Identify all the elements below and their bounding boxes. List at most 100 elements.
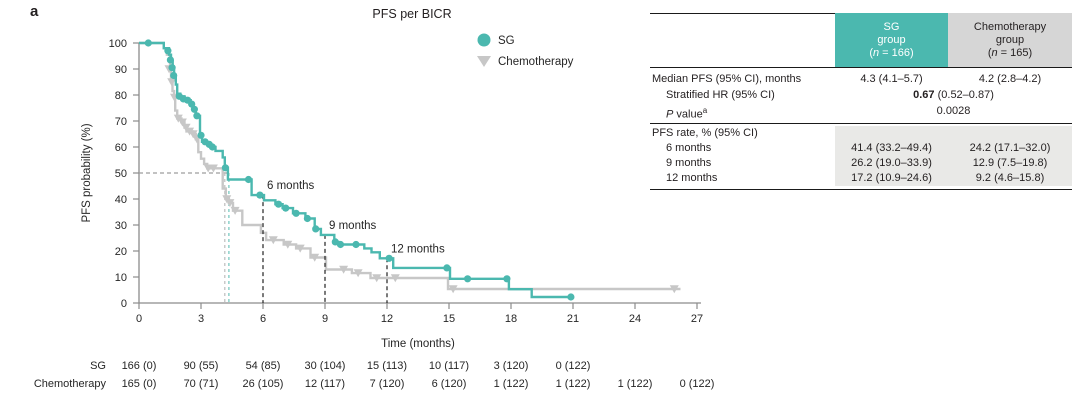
censor-mark-circle bbox=[197, 131, 205, 139]
x-tick-label: 0 bbox=[136, 313, 142, 325]
landmark-label: 6 months bbox=[267, 180, 315, 192]
km-curve-chemotherapy bbox=[139, 41, 681, 294]
landmark-label: 9 months bbox=[329, 220, 377, 232]
pfs-rate-block: PFS rate, % (95% CI) 6 months 41.4 (33.2… bbox=[650, 124, 1072, 190]
y-tick-label: 10 bbox=[115, 272, 127, 284]
rate-6mo-sg: 41.4 (33.2–49.4) bbox=[851, 142, 932, 154]
x-tick-label: 21 bbox=[567, 313, 579, 325]
censor-mark-circle bbox=[193, 112, 201, 120]
censor-mark-circle bbox=[164, 47, 172, 55]
axes: 0 10 20 30 40 50 60 70 80 90 100 0 3 6 9 12 15 18 21 24 27 Ti… bbox=[81, 38, 703, 350]
legend-label: SG bbox=[498, 35, 515, 47]
legend: SG Chemotherapy bbox=[477, 33, 574, 68]
risk-count: 1 (122) bbox=[494, 378, 529, 390]
sg-group-name: SG bbox=[883, 20, 900, 33]
risk-count: 12 (117) bbox=[305, 378, 345, 390]
risk-count: 70 (71) bbox=[184, 378, 219, 390]
risk-count: 1 (122) bbox=[618, 378, 653, 390]
censor-mark-circle bbox=[385, 254, 393, 262]
y-tick-label: 60 bbox=[115, 142, 127, 154]
chemotherapy-group-n: (n = 165) bbox=[987, 46, 1033, 59]
censor-mark-triangle bbox=[448, 285, 458, 294]
pfs-rate-12mo-row: 12 months 17.2 (10.9–24.6) 9.2 (4.6–15.8… bbox=[650, 171, 1072, 186]
pfs-rate-section-row: PFS rate, % (95% CI) bbox=[650, 126, 1072, 141]
rate-12mo-sg: 17.2 (10.9–24.6) bbox=[851, 172, 932, 184]
x-tick-label: 12 bbox=[381, 313, 393, 325]
median-pfs-label: Median PFS (95% CI), months bbox=[652, 73, 802, 85]
censor-mark-circle bbox=[464, 275, 472, 283]
x-tick-label: 15 bbox=[443, 313, 455, 325]
censor-mark-triangle bbox=[230, 206, 240, 215]
x-axis-label: Time (months) bbox=[381, 338, 455, 350]
risk-count: 165 (0) bbox=[122, 378, 157, 390]
censor-mark-triangle bbox=[188, 130, 198, 139]
panel-label: a bbox=[30, 3, 39, 20]
risk-count: 6 (120) bbox=[432, 378, 467, 390]
censor-mark-circle bbox=[190, 105, 198, 113]
y-tick-label: 70 bbox=[115, 116, 127, 128]
y-axis-label: PFS probability (%) bbox=[81, 123, 93, 222]
censor-mark-circle bbox=[352, 240, 360, 249]
pfs-rate-9mo-row: 9 months 26.2 (19.0–33.9) 12.9 (7.5–19.8… bbox=[650, 156, 1072, 171]
censor-mark-triangle bbox=[177, 118, 187, 127]
reference-lines bbox=[139, 172, 230, 303]
rate-9mo-sg: 26.2 (19.0–33.9) bbox=[851, 157, 932, 169]
header-spacer bbox=[650, 13, 835, 67]
censor-mark-triangle bbox=[390, 274, 400, 283]
y-tick-label: 50 bbox=[115, 168, 127, 180]
censor-mark-triangle bbox=[310, 253, 320, 262]
landmark-label: 12 months bbox=[391, 243, 445, 255]
p-value-value: 0.0028 bbox=[936, 105, 971, 117]
risk-count: 1 (122) bbox=[556, 378, 591, 390]
rate-9mo-chemo: 12.9 (7.5–19.8) bbox=[972, 157, 1048, 169]
censor-mark-circle bbox=[282, 204, 290, 212]
censor-mark-triangle bbox=[353, 269, 363, 278]
y-tick-label: 20 bbox=[115, 246, 127, 258]
censor-mark-circle bbox=[244, 175, 253, 184]
kaplan-meier-plot: 0 10 20 30 40 50 60 70 80 90 100 0 3 6 9 12 15 18 21 24 27 Ti… bbox=[34, 33, 714, 390]
risk-count: 30 (104) bbox=[305, 360, 346, 372]
censor-mark-circle bbox=[144, 39, 152, 47]
risk-count: 90 (55) bbox=[184, 360, 219, 372]
censor-mark-triangle bbox=[339, 265, 349, 274]
censor-mark-circle bbox=[166, 56, 174, 64]
x-tick-label: 6 bbox=[260, 313, 266, 325]
rate-12mo-chemo: 9.2 (4.6–15.8) bbox=[975, 172, 1045, 184]
summary-table: SG group (n = 166) Chemotherapy group (n… bbox=[650, 13, 1072, 190]
rate-6mo-chemo: 24.2 (17.1–32.0) bbox=[969, 142, 1051, 154]
censor-mark-circle bbox=[567, 293, 575, 301]
censor-mark-triangle bbox=[268, 236, 278, 245]
risk-row-label: Chemotherapy bbox=[34, 378, 107, 390]
x-tick-label: 27 bbox=[691, 313, 703, 325]
risk-count: 54 (85) bbox=[246, 360, 281, 372]
y-tick-label: 0 bbox=[121, 298, 127, 310]
median-pfs-sg-value: 4.3 (4.1–5.7) bbox=[860, 73, 923, 85]
risk-count: 15 (113) bbox=[367, 360, 407, 372]
stratified-hr-row: Stratified HR (95% CI) 0.67 (0.52–0.87) bbox=[650, 87, 1072, 103]
censor-mark-circle bbox=[443, 264, 451, 272]
risk-count: 7 (120) bbox=[370, 378, 405, 390]
censor-mark-circle bbox=[312, 225, 320, 233]
risk-count: 0 (122) bbox=[556, 360, 591, 372]
y-tick-label: 90 bbox=[115, 64, 127, 76]
censor-mark-triangle bbox=[225, 199, 235, 208]
summary-table-header: SG group (n = 166) Chemotherapy group (n… bbox=[650, 13, 1072, 67]
y-tick-label: 80 bbox=[115, 90, 127, 102]
censor-mark-circle bbox=[292, 209, 300, 217]
censor-mark-circle bbox=[303, 214, 311, 223]
risk-count: 3 (120) bbox=[494, 360, 529, 372]
censor-mark-circle bbox=[208, 143, 216, 151]
x-tick-label: 24 bbox=[629, 313, 641, 325]
censor-mark-triangle bbox=[208, 164, 218, 173]
chemotherapy-group-header: Chemotherapy group (n = 165) bbox=[948, 13, 1072, 67]
median-pfs-row: Median PFS (95% CI), months 4.3 (4.1–5.7… bbox=[650, 71, 1072, 87]
x-tick-label: 3 bbox=[198, 313, 204, 325]
km-curve-sg bbox=[139, 39, 575, 301]
censor-mark-circle bbox=[503, 275, 511, 283]
pfs-rate-section-label: PFS rate, % (95% CI) bbox=[652, 127, 758, 139]
censor-mark-circle bbox=[274, 200, 283, 208]
risk-count: 166 (0) bbox=[122, 360, 157, 372]
risk-row-label: SG bbox=[90, 360, 106, 372]
censor-mark-triangle bbox=[167, 78, 177, 87]
y-tick-label: 30 bbox=[115, 220, 127, 232]
